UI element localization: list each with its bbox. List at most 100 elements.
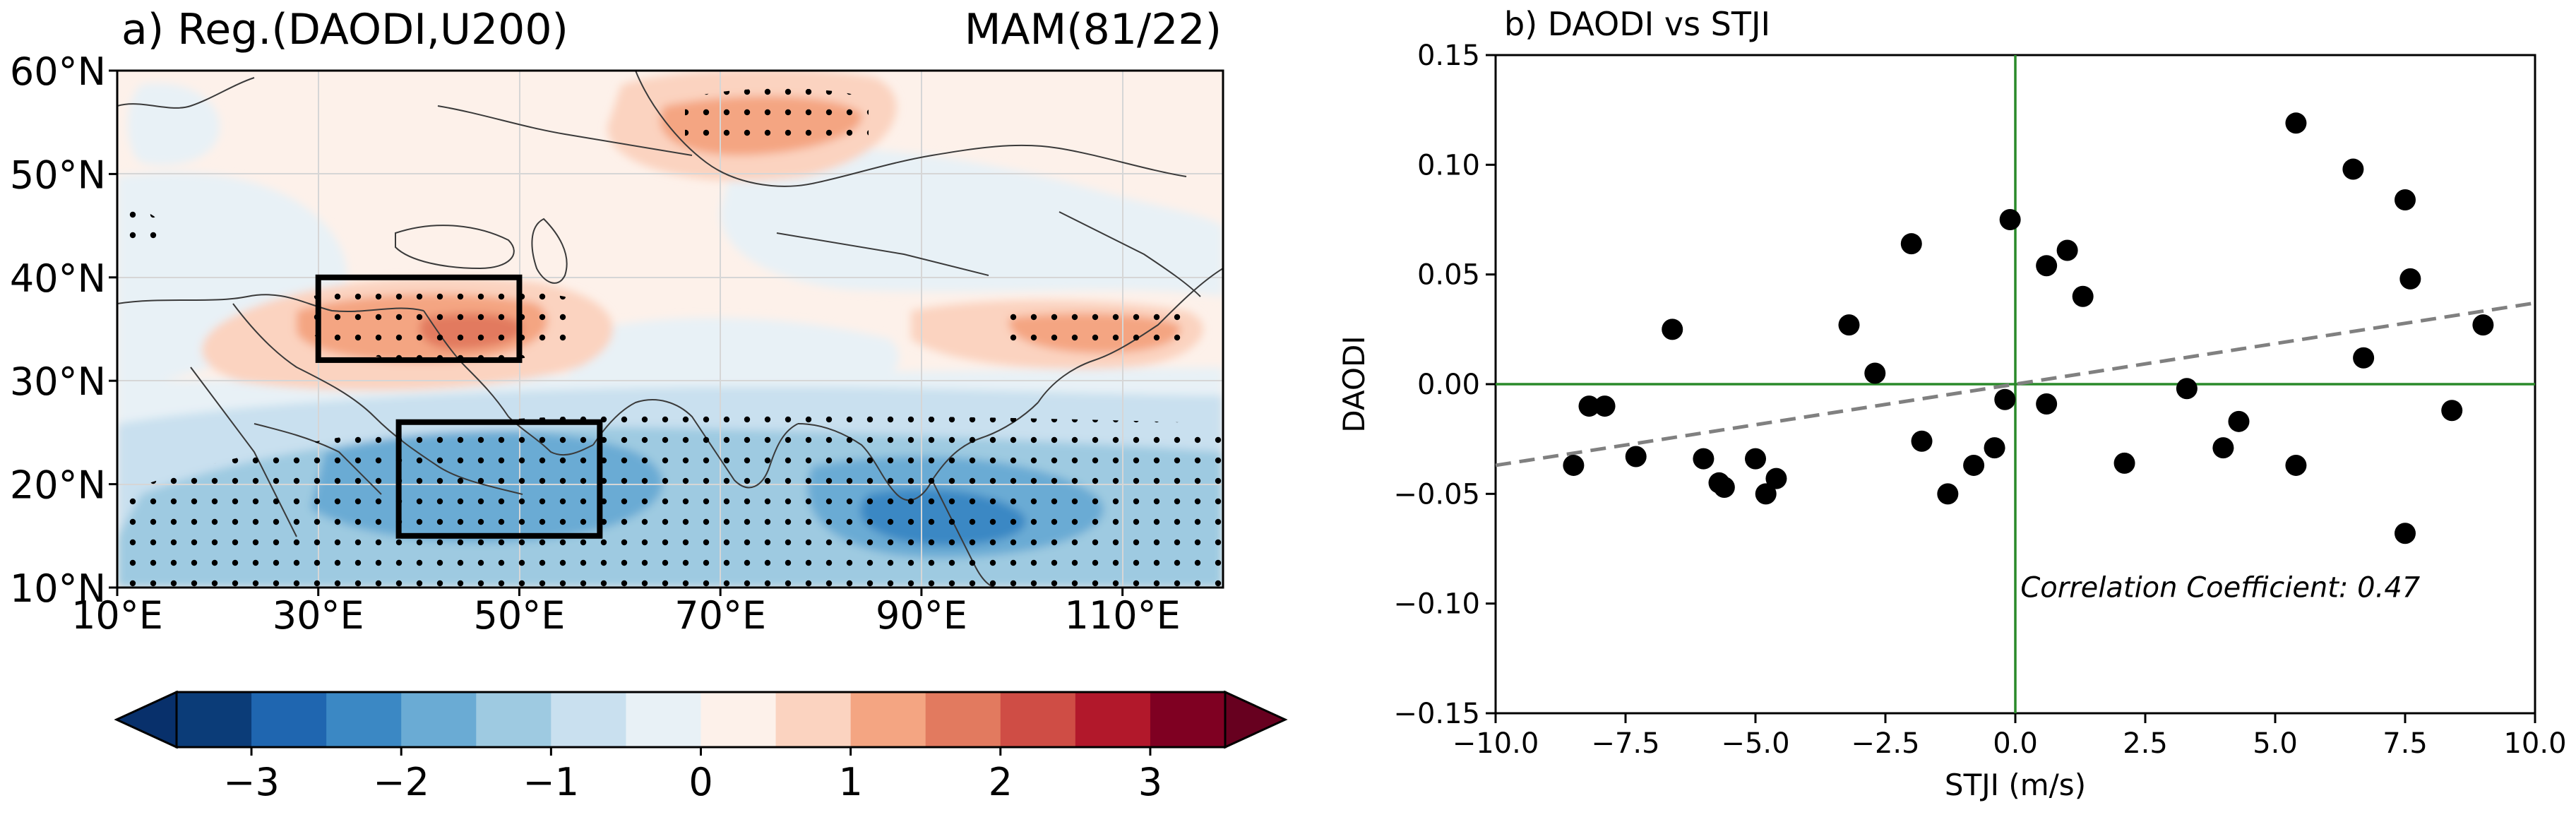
scatter-point [2072, 285, 2094, 307]
significance-stippling [117, 88, 1223, 588]
scatter-point [2036, 255, 2058, 277]
scatter-point [1937, 483, 1959, 505]
colorbar-segment [626, 692, 701, 747]
colorbar-under-extension [114, 690, 178, 749]
colorbar-tick-label: 0 [688, 760, 712, 804]
lon-tick-label: 70°E [674, 593, 766, 638]
scatter-points [1563, 112, 2494, 544]
reference-lines [1496, 55, 2535, 713]
scatter-point [2056, 239, 2078, 261]
scatter-point [2395, 523, 2416, 544]
y-tick-label: −0.05 [1393, 478, 1480, 511]
scatter-point [1963, 454, 1985, 476]
scatter-point [2212, 437, 2234, 459]
colorbar-segment [401, 692, 477, 747]
scatter-point [1745, 448, 1766, 470]
scatter-point [1999, 209, 2021, 230]
x-tick-label: 5.0 [2253, 727, 2298, 760]
x-tick-label: 0.0 [1993, 727, 2038, 760]
scatter-point [2285, 454, 2307, 476]
colorbar-segment [850, 692, 926, 747]
y-tick-label: −0.15 [1393, 698, 1480, 730]
scatter-point [2395, 189, 2416, 211]
y-axis-label: DAODI [1337, 335, 1371, 432]
panel-a-season-label: MAM(81/22) [965, 5, 1222, 54]
scatter-point [1765, 467, 1787, 489]
scatter-point [1984, 437, 2005, 459]
colorbar-tick-label: 2 [989, 760, 1013, 804]
scatter-point [1713, 477, 1735, 499]
latitude-ticks: 10°N 20°N 30°N 40°N 50°N 60°N [10, 49, 117, 611]
region-boxes [315, 274, 603, 539]
x-tick-label: −2.5 [1851, 727, 1919, 760]
correlation-annotation: Correlation Coefficient: 0.47 [2020, 571, 2420, 604]
colorbar-over-extension [1224, 690, 1288, 749]
lat-tick-label: 10°N [10, 566, 106, 611]
scatter-point [1755, 483, 1777, 505]
colorbar-segment [551, 692, 626, 747]
colorbar-tick-label: −1 [523, 760, 580, 804]
colorbar-segment [251, 692, 327, 747]
scatter-point [2176, 378, 2198, 400]
lon-tick-label: 90°E [876, 593, 967, 638]
scatter-point [1864, 362, 1886, 384]
colorbar-segment [326, 692, 402, 747]
x-axis-ticks: −10.0 −7.5 −5.0 −2.5 0.0 2.5 5.0 7.5 10.0 [1453, 713, 2567, 760]
x-tick-label: 7.5 [2383, 727, 2428, 760]
colorbar-tick-label: −3 [223, 760, 280, 804]
colorbar-segment [775, 692, 852, 747]
scatter-point [1693, 448, 1715, 470]
lat-tick-label: 30°N [10, 359, 106, 404]
scatter-point [2399, 268, 2421, 290]
scatter-point [1578, 395, 1600, 417]
map-frame [116, 69, 1224, 589]
longitude-ticks: 10°E 30°E 50°E 70°E 90°E 110°E [71, 588, 1181, 638]
panel-a-title: a) Reg.(DAODI,U200) [121, 5, 568, 54]
panel-b-title: b) DAODI vs STJI [1504, 5, 1770, 43]
x-axis-label: STJI (m/s) [1945, 768, 2086, 802]
lat-tick-label: 50°N [10, 153, 106, 197]
lat-tick-label: 60°N [10, 49, 106, 94]
scatter-point [2285, 112, 2307, 134]
trend-line [1495, 301, 2536, 467]
panel-a: a) Reg.(DAODI,U200) MAM(81/22) [10, 5, 1224, 638]
scatter-point [2342, 158, 2364, 180]
south-box [395, 419, 603, 539]
y-tick-label: 0.15 [1417, 40, 1480, 72]
scatter-point [2441, 400, 2463, 422]
north-box [315, 274, 523, 363]
scatter-point [2353, 347, 2375, 369]
colorbar-segment [177, 692, 252, 747]
y-tick-label: 0.05 [1417, 259, 1480, 292]
scatter-point [1994, 388, 2016, 410]
colorbar-segment [476, 692, 551, 747]
scatter-point [1625, 446, 1647, 467]
colorbar-segment [700, 692, 777, 747]
x-tick-label: −5.0 [1721, 727, 1789, 760]
lat-tick-label: 20°N [10, 463, 106, 508]
x-tick-label: 2.5 [2123, 727, 2168, 760]
scatter-point [2113, 452, 2135, 474]
colorbar-segment [1150, 692, 1226, 747]
scatter-point [1900, 233, 1922, 255]
scatter-point [2228, 410, 2250, 432]
colorbar-segment [925, 692, 1001, 747]
scatter-point [2036, 393, 2058, 415]
scatter-point [1911, 430, 1933, 452]
colorbar-segment [1075, 692, 1151, 747]
x-tick-label: −7.5 [1591, 727, 1659, 760]
colorbar-tick-label: 3 [1138, 760, 1162, 804]
y-tick-label: 0.10 [1417, 149, 1480, 181]
scatter-point [1594, 395, 1616, 417]
lon-tick-label: 110°E [1065, 593, 1181, 638]
lon-tick-label: 30°E [273, 593, 364, 638]
x-tick-label: 10.0 [2503, 727, 2566, 760]
scatter-point [1563, 454, 1585, 476]
y-tick-label: 0.00 [1417, 369, 1480, 401]
colorbar: −3 −2 −1 0 1 2 3 [114, 690, 1288, 804]
colorbar-tick-label: 1 [838, 760, 862, 804]
lat-tick-label: 40°N [10, 256, 106, 301]
lon-tick-label: 10°E [71, 593, 163, 638]
map-field [117, 71, 1223, 588]
